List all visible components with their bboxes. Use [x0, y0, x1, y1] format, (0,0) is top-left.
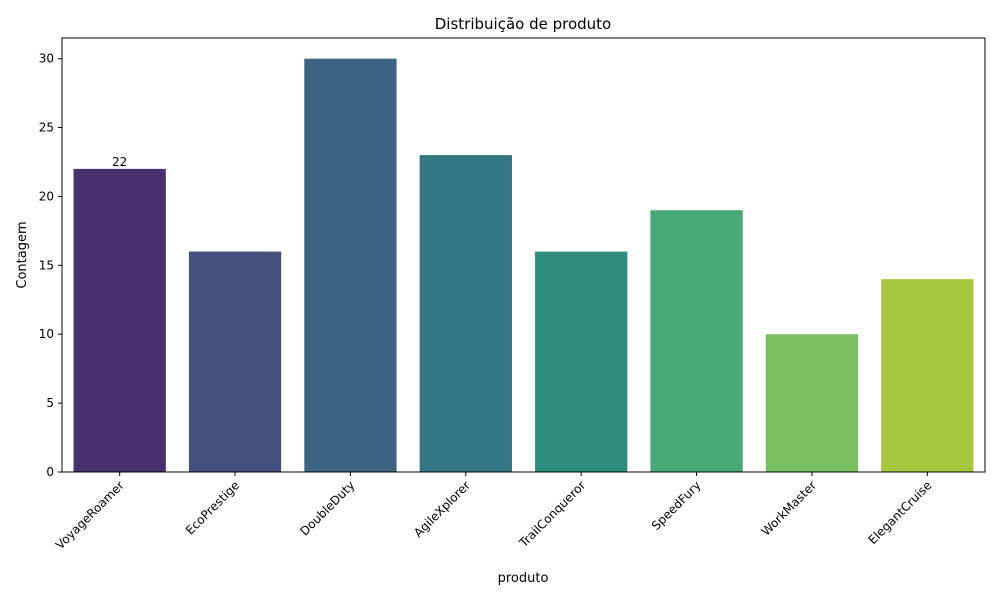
- bars-group: [73, 58, 974, 473]
- data-labels-group: 22: [112, 155, 127, 169]
- x-tick-label-elegantcruise: ElegantCruise: [866, 478, 935, 547]
- y-tick-label-30: 30: [39, 52, 54, 66]
- bar-speedfury: [650, 210, 743, 472]
- bar-doubleduty: [304, 58, 397, 473]
- y-tick-label-15: 15: [39, 258, 54, 272]
- x-tick-label-agilexplorer: AgileXplorer: [411, 478, 473, 540]
- y-tick-label-0: 0: [46, 465, 54, 479]
- plot-frame: [61, 37, 986, 473]
- y-axis-label: Contagem: [15, 221, 30, 288]
- bar-agilexplorer: [419, 155, 512, 472]
- x-tick-label-ecoprestige: EcoPrestige: [183, 478, 242, 537]
- x-tick-label-voyageroamer: VoyageRoamer: [53, 478, 127, 552]
- chart-title: Distribuição de produto: [435, 15, 611, 33]
- bar-voyageroamer: [73, 168, 166, 472]
- x-axis: VoyageRoamer EcoPrestige DoubleDuty AgileXp…: [53, 472, 935, 552]
- x-axis-label: produto: [498, 571, 549, 586]
- y-tick-label-10: 10: [39, 327, 54, 341]
- bar-trailconqueror: [535, 251, 628, 472]
- data-label-voyageroamer: 22: [112, 155, 127, 169]
- y-axis: 0 5 10 15 20 25 30: [39, 52, 62, 479]
- y-tick-label-25: 25: [39, 121, 54, 135]
- x-tick-label-doubleduty: DoubleDuty: [297, 478, 357, 538]
- y-tick-label-5: 5: [46, 396, 54, 410]
- y-tick-label-20: 20: [39, 189, 54, 203]
- x-tick-label-trailconqueror: TrailConqueror: [516, 478, 588, 550]
- bar-elegantcruise: [881, 279, 974, 472]
- x-tick-label-speedfury: SpeedFury: [649, 478, 704, 533]
- bar-workmaster: [765, 334, 859, 472]
- bar-ecoprestige: [188, 251, 282, 472]
- x-tick-label-workmaster: WorkMaster: [759, 478, 819, 538]
